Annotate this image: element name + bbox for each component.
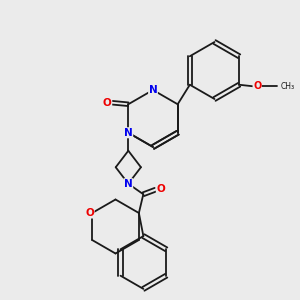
- Text: O: O: [85, 208, 94, 218]
- Text: N: N: [124, 128, 133, 138]
- Text: O: O: [156, 184, 165, 194]
- Text: O: O: [103, 98, 112, 108]
- Text: CH₃: CH₃: [280, 82, 294, 91]
- Text: O: O: [253, 81, 261, 91]
- Text: N: N: [148, 85, 158, 95]
- Text: N: N: [124, 179, 133, 189]
